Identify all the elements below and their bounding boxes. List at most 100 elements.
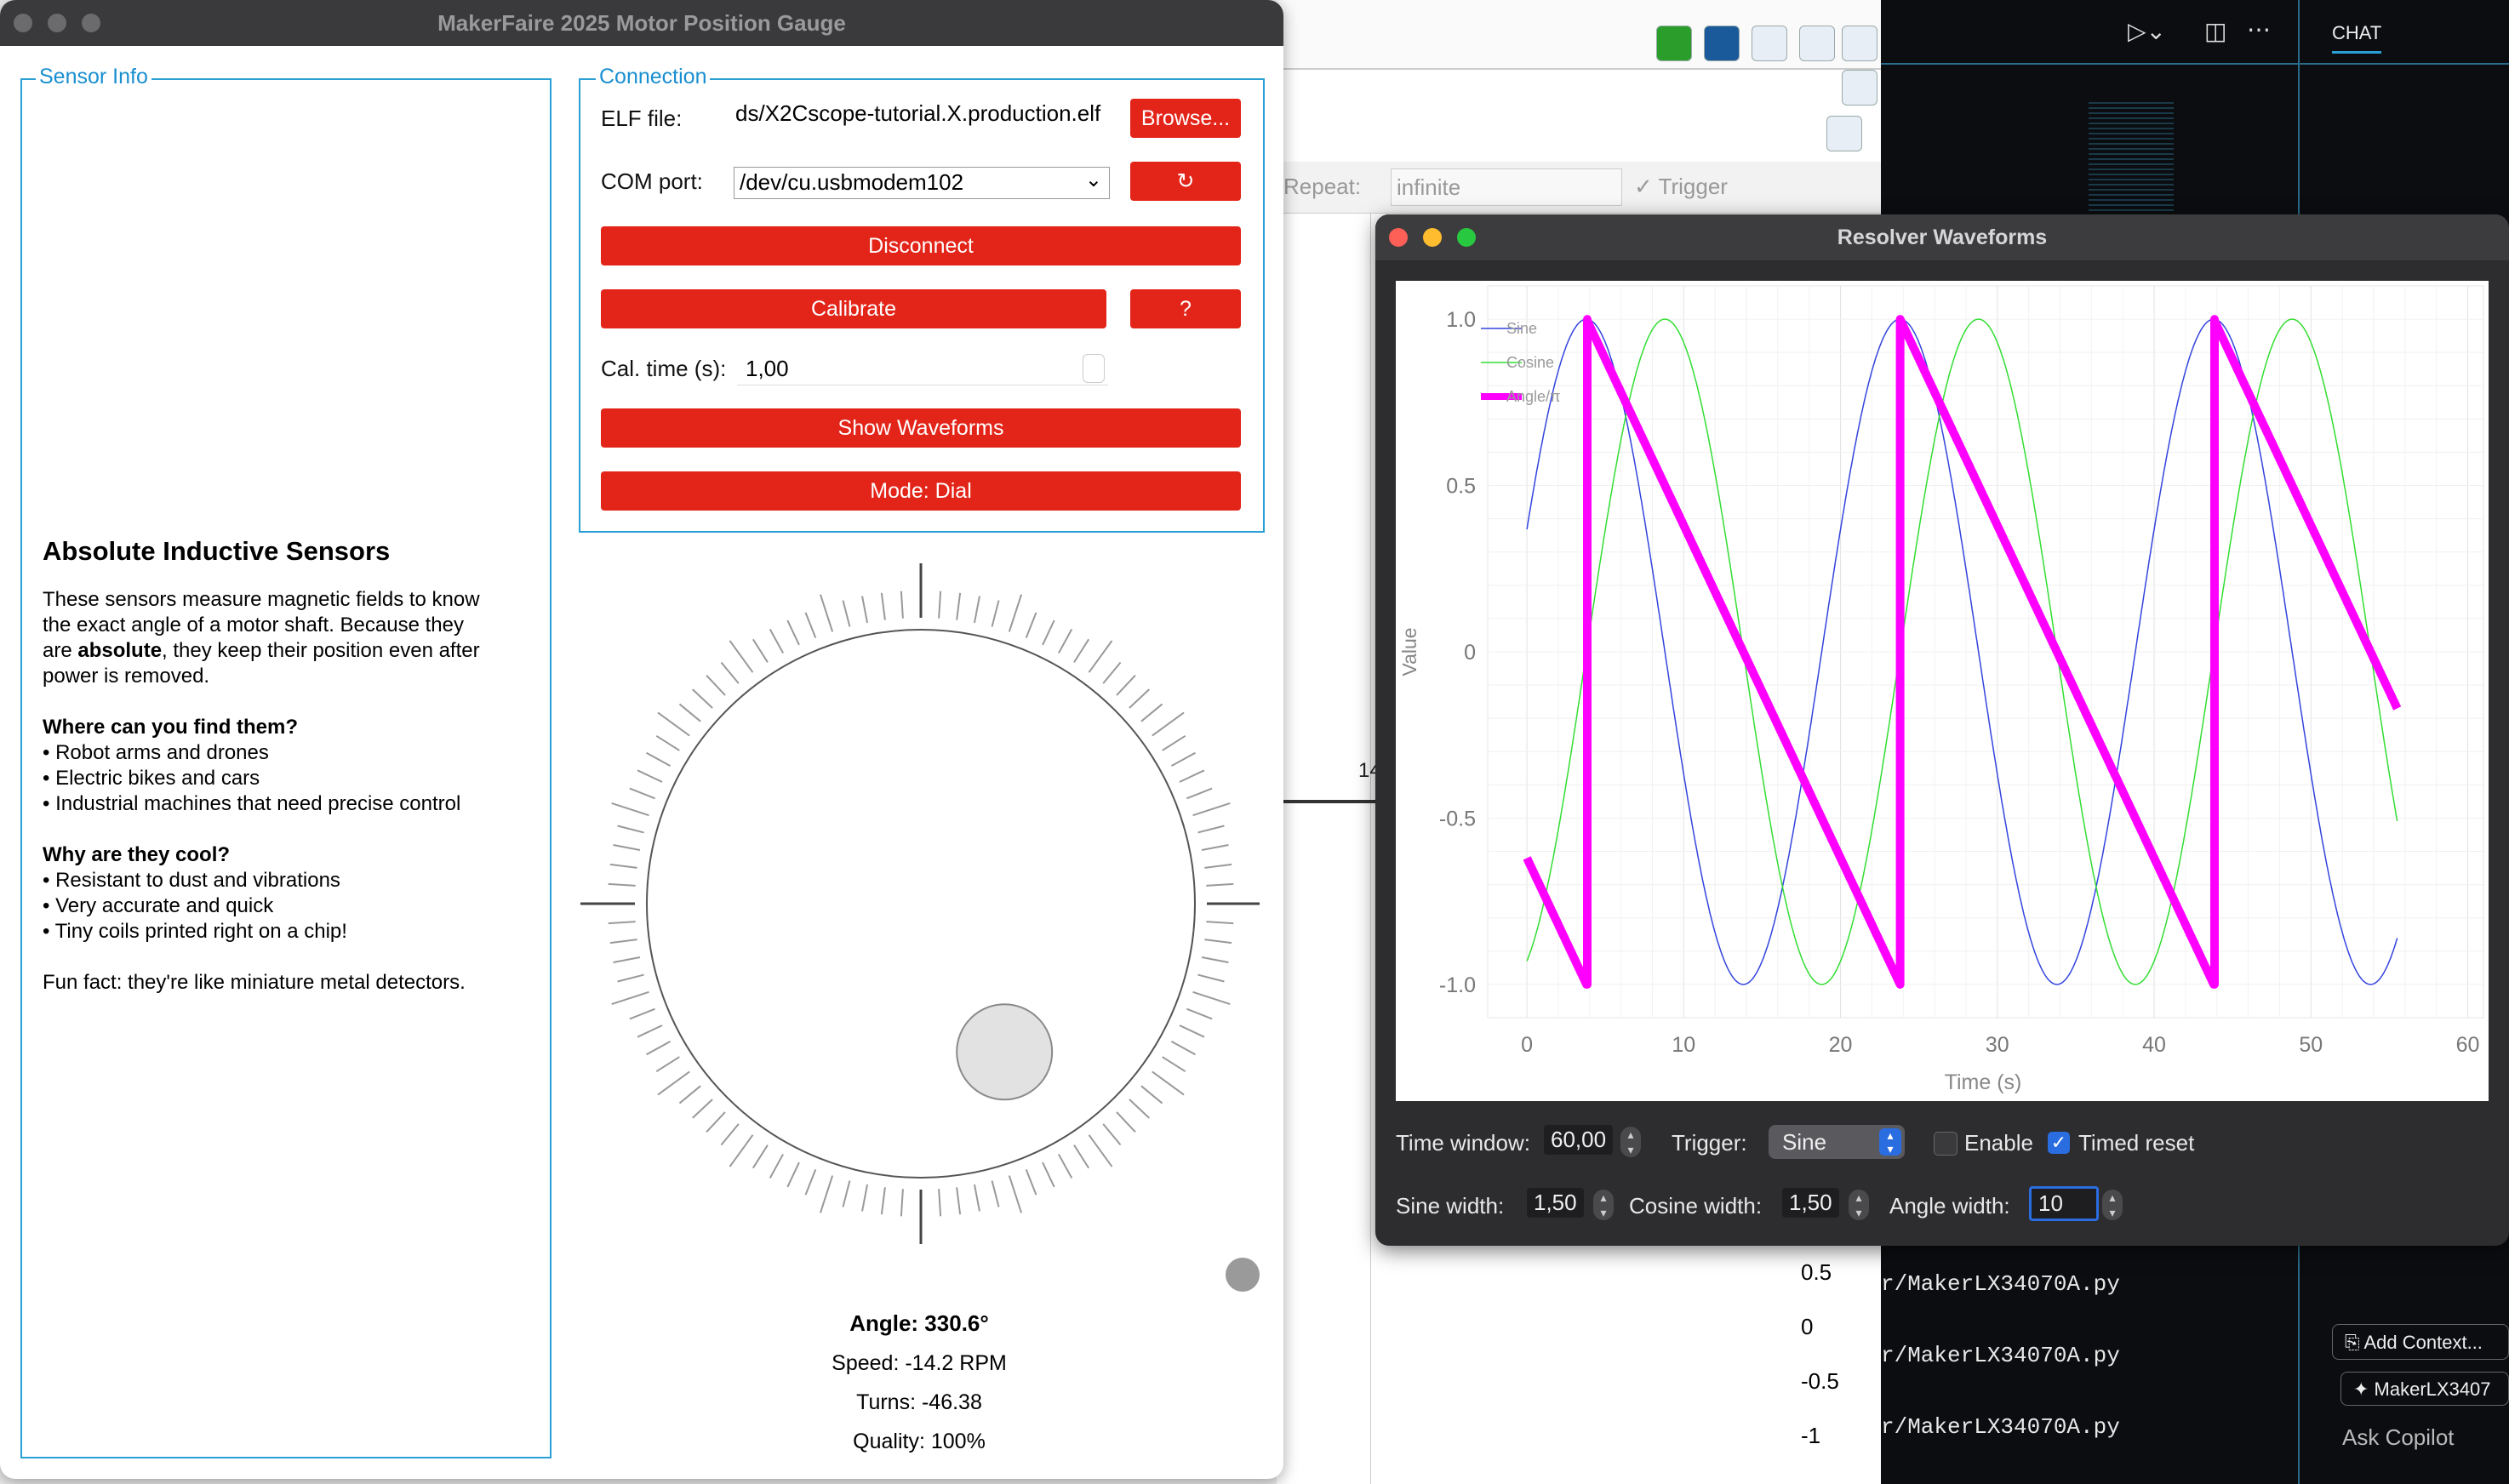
dial-tick [938, 591, 942, 619]
dial-face [646, 629, 1196, 1179]
dial-tick [861, 1184, 869, 1212]
play-icon[interactable]: ▷⌄ [2128, 18, 2166, 44]
sensor-info-text: Absolute Inductive Sensors These sensors… [43, 536, 536, 996]
dial-tick [1057, 1153, 1073, 1179]
dial-tick [609, 863, 637, 869]
cosine-width-spinbox[interactable]: 1,50 ▴ ▾ [1782, 1186, 1876, 1224]
browse-button[interactable]: Browse... [1130, 99, 1241, 138]
list-item: • Resistant to dust and vibrations [43, 869, 340, 892]
stepper-icon[interactable]: ▴ ▾ [1620, 1127, 1641, 1157]
dial-tick [1008, 594, 1022, 632]
dial-tick [973, 596, 980, 624]
elf-file-field[interactable]: ds/X2Cscope-tutorial.X.production.elf [735, 100, 1101, 126]
repeat-select[interactable]: infinite [1391, 168, 1622, 206]
x-tick-label: 50 [2299, 1033, 2323, 1057]
position-dial[interactable] [579, 545, 1260, 1276]
dial-tick [991, 1180, 1000, 1207]
dial-ticks [580, 563, 1260, 1244]
com-port-label: COM port: [601, 168, 703, 194]
x-tick-label: 40 [2142, 1033, 2166, 1057]
dial-tick [1088, 1134, 1113, 1167]
dial-tick [1192, 802, 1231, 817]
intro-line-2: the exact angle of a motor shaft. Becaus… [43, 614, 464, 636]
x-tick-label: 30 [1986, 1033, 2009, 1057]
dial-tick [842, 1180, 851, 1207]
stepper-icon[interactable]: ▴ ▾ [1849, 1190, 1869, 1220]
series-line-sine [1526, 318, 2398, 985]
gear-icon[interactable] [1842, 26, 1877, 61]
help-button[interactable]: ? [1130, 289, 1241, 328]
split-icon[interactable]: ◫ [2204, 18, 2227, 44]
file-chip[interactable]: ✦ MakerLX3407 [2340, 1372, 2509, 1406]
close-icon[interactable] [1389, 228, 1408, 247]
zoom-icon[interactable] [1457, 228, 1476, 247]
more-icon[interactable]: ⋯ [2247, 16, 2271, 43]
add-context-button[interactable]: ⎘ Add Context... [2332, 1324, 2509, 1360]
minimize-icon[interactable] [48, 14, 66, 32]
dial-tick [729, 640, 754, 673]
stop-icon[interactable] [1704, 26, 1740, 61]
zoom-icon[interactable] [82, 14, 100, 32]
trigger-bar: Repeat: infinite ✓ Trigger [1277, 162, 1881, 214]
dial-tick [786, 619, 800, 646]
scope-y-axis: 0.5 0 -0.5 -1 [1801, 1259, 1839, 1448]
dial-tick [1170, 751, 1196, 768]
x-axis-label: Time (s) [1945, 1070, 2022, 1094]
enable-checkbox[interactable] [1934, 1132, 1957, 1156]
time-window-label: Time window: [1396, 1130, 1530, 1156]
close-icon[interactable] [14, 14, 32, 32]
dial-tick [617, 825, 644, 834]
dial-tick [613, 956, 641, 963]
trigger-select[interactable]: Sine ▴ ▾ [1769, 1125, 1905, 1159]
dial-tick [611, 990, 649, 1005]
dial-tick [1197, 825, 1225, 834]
gear-icon-2[interactable] [1826, 116, 1862, 151]
dial-tick [1170, 1040, 1196, 1056]
dial-tick [617, 973, 644, 983]
angle-width-spinbox[interactable]: 10 ▴ ▾ [2029, 1186, 2123, 1224]
dial-tick [752, 638, 769, 663]
terminal-line-2: r/MakerLX34070A.py [1881, 1343, 2120, 1368]
stepper-icon[interactable]: ▴ ▾ [2102, 1190, 2123, 1220]
com-port-select[interactable]: /dev/cu.usbmodem102 ⌄ [734, 167, 1110, 199]
timed-reset-checkbox[interactable]: ✓ [2048, 1132, 2070, 1154]
calibrate-button[interactable]: Calibrate [601, 289, 1106, 328]
dial-tick [1197, 973, 1225, 983]
dial-tick [1102, 661, 1122, 684]
chevron-down-icon: ⌄ [1084, 168, 1102, 191]
waveform-chart[interactable]: 0 10 20 30 40 50 60 1.0 0.5 0 -0.5 -1.0 Sine Cosine A… [1396, 281, 2489, 1101]
dial-tick [1192, 990, 1231, 1005]
show-waveforms-button[interactable]: Show Waveforms [601, 408, 1241, 448]
mode-button[interactable]: Mode: Dial [601, 471, 1241, 511]
minimize-icon[interactable] [1423, 228, 1442, 247]
stepper-icon[interactable] [1083, 354, 1105, 383]
dial-tick [1201, 844, 1229, 852]
chat-tab[interactable]: CHAT [2332, 22, 2382, 54]
status-indicator [1226, 1258, 1260, 1292]
sine-width-spinbox[interactable]: 1,50 ▴ ▾ [1527, 1186, 1620, 1224]
cal-time-spinbox[interactable]: 1,00 [737, 351, 1108, 385]
dial-tick [769, 1153, 785, 1179]
layout-icon[interactable] [1799, 26, 1835, 61]
dial-tick [1204, 939, 1232, 945]
stepper-icon[interactable]: ▴ ▾ [1593, 1190, 1614, 1220]
dial-tick [1073, 638, 1090, 663]
intro-line-3: are absolute, they keep their position e… [43, 639, 480, 662]
where-heading: Where can you find them? [43, 716, 299, 739]
window-icon[interactable] [1842, 70, 1877, 106]
angle-readout: Angle: 330.6° [849, 1310, 989, 1336]
series-line-cosine [1526, 318, 2398, 985]
refresh-button[interactable]: ↻ [1130, 162, 1241, 201]
disconnect-button[interactable]: Disconnect [601, 226, 1241, 265]
dial-tick [629, 787, 655, 800]
dial-tick [973, 1184, 980, 1212]
time-window-spinbox[interactable]: 60,00 ▴ ▾ [1544, 1123, 1643, 1161]
dial-tick [629, 1007, 655, 1020]
dial-tick [1186, 1007, 1213, 1020]
dial-tick [1102, 1123, 1122, 1146]
y-axis-label: Value [1398, 627, 1420, 676]
run-icon[interactable] [1656, 26, 1692, 61]
windows-icon[interactable] [1752, 26, 1787, 61]
list-item: • Electric bikes and cars [43, 767, 260, 790]
ask-copilot-input[interactable]: Ask Copilot [2342, 1424, 2455, 1450]
